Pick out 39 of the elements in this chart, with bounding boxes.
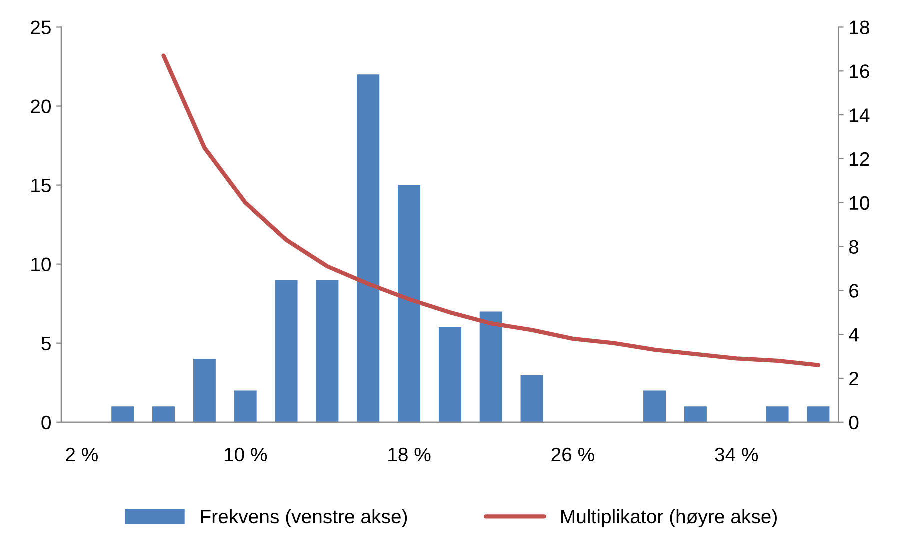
x-tick-label: 26 %: [552, 448, 594, 462]
bar: [438, 328, 462, 422]
y2-tick-label: 8: [849, 240, 859, 254]
bar: [357, 74, 380, 422]
y2-tick-label: 18: [850, 20, 870, 34]
line-series: [162, 54, 821, 368]
y2-tick-label: 10: [850, 196, 870, 210]
x-tick-label: 34 %: [715, 448, 758, 462]
y2-tick-label: 4: [849, 328, 859, 342]
bar: [480, 312, 502, 422]
bar: [152, 406, 176, 422]
bar: [766, 406, 789, 422]
y2-tick-label: 6: [850, 284, 859, 298]
bar: [398, 185, 421, 422]
y2-tick-label: 14: [850, 108, 870, 122]
bar: [520, 374, 544, 422]
bar: [275, 280, 298, 422]
bar: [644, 390, 666, 422]
y-tick-label: 5: [42, 337, 51, 351]
bar: [316, 280, 339, 422]
bar: [112, 406, 134, 422]
legend-label: Frekvens (venstre akse): [201, 509, 408, 528]
y-tick-label: 0: [42, 416, 51, 430]
y-tick-label: 15: [32, 178, 51, 193]
y-tick-label: 25: [31, 20, 51, 34]
y2-tick-label: 2: [850, 372, 858, 386]
x-tick-label: 18 %: [388, 448, 431, 462]
bar: [807, 406, 830, 422]
x-tick-label: 2 %: [66, 448, 98, 462]
x-tick-label: 10 %: [224, 448, 268, 462]
bar: [684, 406, 707, 422]
y-tick-label: 20: [31, 100, 51, 114]
y2-tick-label: 12: [850, 152, 870, 166]
bar: [193, 359, 216, 422]
legend-label: Multiplikator (høyre akse): [562, 509, 777, 528]
y2-tick-label: 0: [849, 416, 859, 430]
bar: [234, 390, 257, 422]
y2-tick-label: 16: [850, 64, 870, 78]
y-tick-label: 10: [32, 258, 51, 272]
